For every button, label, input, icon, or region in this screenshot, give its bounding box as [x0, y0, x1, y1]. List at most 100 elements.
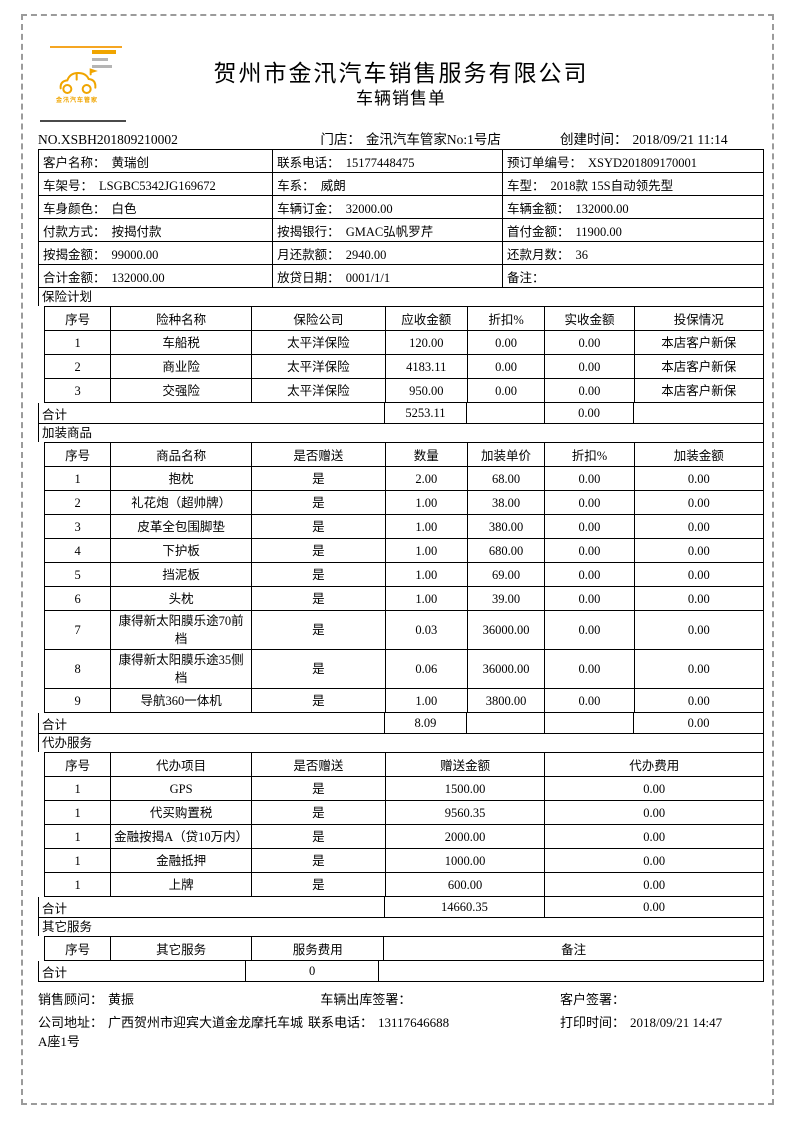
table-cell: 是	[251, 688, 386, 713]
table-cell: 是	[251, 466, 386, 491]
table-cell: 车船税	[110, 330, 253, 355]
total-service-fee: 0	[245, 961, 380, 982]
field-value: 15177448475	[345, 155, 415, 170]
table-cell: 2000.00	[384, 824, 546, 849]
agency-table: 序号 代办项目 是否赠送 赠送金额 代办费用 1 GPS 是 1500.00 0.00 1 代买购置…	[43, 752, 764, 897]
table-cell: 36000.00	[466, 649, 546, 689]
table-row: 合计 5253.11 0.00	[38, 403, 764, 424]
table-cell: 首付金额： 11900.00	[501, 218, 765, 242]
table-cell: 还款月数： 36	[501, 241, 765, 265]
table-cell: 是	[251, 872, 386, 897]
table-cell: 车辆金额： 132000.00	[501, 195, 765, 219]
company-name: 贺州市金汛汽车销售服务有限公司	[213, 61, 589, 86]
column-header: 备注	[383, 936, 764, 961]
table-cell: 600.00	[384, 872, 546, 897]
table-cell: 0.00	[633, 610, 765, 650]
print-time: 打印时间： 2018/09/21 14:47	[560, 1014, 764, 1032]
logo-fine-print	[92, 50, 122, 72]
phone-value: 13117646688	[378, 1015, 450, 1030]
table-cell: 0.00	[544, 562, 635, 587]
field-value: 11900.00	[575, 224, 622, 239]
table-cell: 38.00	[466, 490, 546, 515]
field-value: GMAC弘帆罗芹	[345, 224, 434, 239]
table-cell: 导航360一体机	[110, 688, 253, 713]
addons-table: 序号 商品名称 是否赠送 数量 加装单价 折扣% 加装金额 1 抱枕是 2.00 68.00 0.0…	[43, 442, 765, 713]
table-cell: 0.00	[544, 872, 764, 897]
table-cell: 0.00	[633, 688, 765, 713]
table-cell: 0.00	[544, 538, 635, 563]
section-title-addons: 加装商品	[38, 424, 764, 442]
table-cell: 0.00	[633, 490, 765, 515]
field-value: 132000.00	[111, 270, 165, 285]
table-cell: 1	[43, 824, 112, 849]
phone-label: 联系电话：	[308, 1015, 374, 1030]
table-row: 合计 8.09 0.00	[38, 713, 764, 734]
table-cell: GPS	[110, 776, 253, 801]
field-value: 99000.00	[111, 247, 159, 262]
table-cell: 69.00	[466, 562, 546, 587]
table-cell: 是	[251, 562, 386, 587]
order-meta-row: NO.XSBH201809210002 门店： 金汛汽车管家No:1号店 创建时间…	[38, 130, 764, 149]
page-content: 金汛汽车管家 贺州市金汛汽车销售服务有限公司 车辆销售单 NO.XSBH2018…	[37, 20, 765, 1051]
table-cell: 按揭金额： 99000.00	[37, 241, 274, 265]
section-title-agency: 代办服务	[38, 734, 764, 752]
table-cell: 950.00	[384, 378, 468, 403]
table-cell: 挡泥板	[110, 562, 253, 587]
table-cell: 1.00	[384, 562, 468, 587]
table-cell: 付款方式： 按揭付款	[37, 218, 274, 242]
created-value: 2018/09/21 11:14	[632, 132, 728, 147]
table-row: 按揭金额： 99000.00 月还款额： 2940.00 还款月数： 36	[37, 241, 765, 265]
car-logo-icon	[59, 68, 98, 94]
table-cell: 1500.00	[384, 776, 546, 801]
table-row: 9 导航360一体机是 1.00 3800.00 0.00 0.00	[43, 688, 765, 713]
table-cell: 380.00	[466, 514, 546, 539]
store-value: 金汛汽车管家No:1号店	[365, 132, 501, 147]
column-header: 序号	[43, 306, 112, 331]
table-cell: 1	[43, 466, 112, 491]
document-title: 车辆销售单	[356, 89, 446, 108]
table-cell: 2	[43, 354, 112, 379]
addons-total-row: 合计 8.09 0.00	[38, 713, 764, 734]
total-label: 合计	[38, 713, 385, 734]
table-cell: 是	[251, 800, 386, 825]
table-cell: 0.00	[544, 688, 635, 713]
field-label: 客户名称：	[43, 155, 106, 170]
table-cell: 金融抵押	[110, 848, 253, 873]
field-label: 预订单编号：	[506, 155, 582, 170]
column-header: 应收金额	[384, 306, 468, 331]
address-line2: A座1号	[38, 1034, 80, 1049]
table-row: 8 康得新太阳膜乐途35侧档是 0.06 36000.00 0.00 0.00	[43, 649, 765, 689]
table-cell: 0.00	[466, 378, 546, 403]
table-cell: 是	[251, 538, 386, 563]
table-cell: 月还款额： 2940.00	[272, 241, 503, 265]
table-cell: 1	[43, 776, 112, 801]
table-cell: 车架号： LSGBC5342JG169672	[37, 172, 274, 196]
table-row: 合计金额： 132000.00 放贷日期： 0001/1/1 备注：	[37, 264, 765, 288]
table-cell: 3	[43, 514, 112, 539]
address-label: 公司地址：	[38, 1015, 104, 1030]
advisor-name: 黄振	[108, 992, 135, 1007]
outbound-signature-label: 车辆出库签署：	[320, 992, 412, 1007]
field-label: 首付金额：	[506, 224, 570, 239]
field-label: 放贷日期：	[277, 270, 340, 285]
header-row: 序号 险种名称 保险公司 应收金额 折扣% 实收金额 投保情况	[43, 306, 765, 331]
table-row: 1 代买购置税是 9560.35 0.00	[43, 800, 764, 825]
table-cell: 0.00	[544, 330, 635, 355]
total-label: 合计	[38, 403, 385, 424]
table-row: 1 金融抵押是 1000.00 0.00	[43, 848, 764, 873]
field-value: 黄瑞创	[111, 155, 150, 170]
total-label: 合计	[37, 961, 247, 982]
table-row: 1 GPS 是 1500.00 0.00	[43, 776, 764, 801]
table-cell: 0.00	[466, 354, 546, 379]
column-header: 商品名称	[110, 442, 253, 467]
field-value: 32000.00	[345, 201, 393, 216]
table-cell: 36000.00	[466, 610, 546, 650]
table-cell: 3800.00	[466, 688, 546, 713]
table-cell: 0.00	[633, 586, 765, 611]
table-cell: 车型： 2018款 15S自动领先型	[501, 172, 765, 196]
print-time-label: 打印时间：	[559, 1015, 625, 1030]
field-label: 联系电话：	[277, 155, 340, 170]
address-value: 广西贺州市迎宾大道金龙摩托车城	[108, 1015, 304, 1030]
table-cell: 0.00	[633, 649, 765, 689]
table-cell: 1	[43, 330, 112, 355]
